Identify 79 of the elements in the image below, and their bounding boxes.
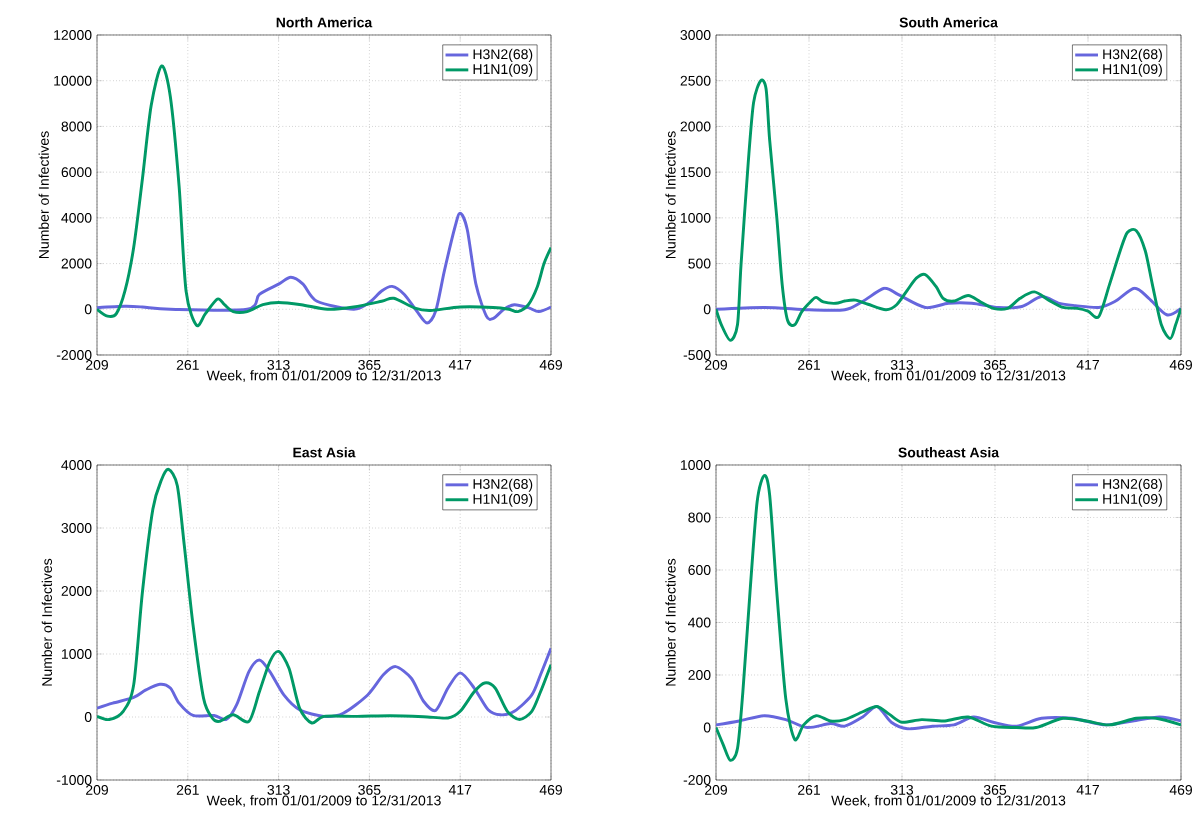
y-tick-label: 200 — [688, 670, 711, 680]
line-series — [716, 79, 1182, 342]
y-tick-label: 2000 — [680, 121, 711, 132]
legend-label: H1N1(09) — [473, 63, 533, 77]
x-tick-label: 209 — [86, 784, 108, 795]
y-axis-title: Number of Infectives — [41, 558, 53, 686]
y-tick-label: 2000 — [61, 258, 92, 269]
x-axis-title: Week, from 01/01/2009 to 12/31/2013 — [206, 370, 441, 383]
x-tick-label: 209 — [705, 784, 728, 795]
x-tick-label: 365 — [358, 359, 381, 370]
line-series — [97, 211, 551, 325]
y-axis-title: Number of Infectives — [665, 131, 676, 259]
x-tick-label: 469 — [1169, 359, 1193, 370]
chart-title: Southeast Asia — [898, 447, 1000, 458]
y-tick-label: 0 — [703, 722, 711, 733]
x-axis-title: Week, from 01/01/2009 to 12/31/2013 — [831, 795, 1066, 808]
x-tick-label: 417 — [1076, 784, 1099, 795]
x-tick-label: 313 — [890, 359, 914, 370]
line-series — [97, 467, 551, 725]
x-tick-label: 469 — [539, 359, 562, 370]
y-tick-label: 4000 — [61, 460, 92, 470]
x-tick-label: 209 — [86, 359, 108, 370]
y-tick-label: 0 — [84, 304, 92, 315]
legend-label: H3N2(68) — [1103, 48, 1162, 62]
x-tick-label: 261 — [798, 359, 820, 370]
x-tick-label: 313 — [890, 784, 914, 795]
y-tick-label: 4000 — [61, 212, 92, 223]
y-tick-label: 800 — [688, 512, 711, 523]
x-tick-label: 417 — [1076, 359, 1099, 370]
legend-label: H1N1(09) — [1103, 493, 1162, 507]
x-tick-label: 469 — [1169, 784, 1193, 795]
x-tick-label: 365 — [983, 359, 1007, 370]
x-tick-label: 313 — [267, 784, 290, 795]
y-tick-label: 3000 — [680, 30, 711, 40]
y-tick-label: 1000 — [681, 212, 711, 223]
chart-title: South America — [899, 17, 998, 28]
x-tick-label: 261 — [176, 784, 199, 795]
line-series — [97, 646, 551, 721]
y-tick-label: 10000 — [54, 75, 92, 86]
x-tick-label: 365 — [983, 784, 1007, 795]
y-tick-label: 0 — [84, 712, 92, 722]
line-series — [716, 474, 1182, 762]
x-tick-label: 417 — [448, 359, 472, 370]
x-axis-title: Week, from 01/01/2009 to 12/31/2013 — [206, 795, 441, 808]
legend-label: H3N2(68) — [1103, 478, 1162, 492]
y-tick-label: -1000 — [56, 775, 92, 785]
y-axis-title: Number of Infectives — [665, 558, 676, 686]
chart-title: North America — [276, 17, 373, 28]
y-tick-label: 2500 — [680, 75, 711, 86]
x-axis-title: Week, from 01/01/2009 to 12/31/2013 — [831, 370, 1066, 383]
line-series — [97, 64, 551, 327]
x-tick-label: 469 — [539, 784, 562, 795]
x-tick-label: 365 — [358, 784, 381, 795]
y-tick-label: 1000 — [61, 649, 92, 659]
y-tick-label: 1500 — [681, 167, 711, 178]
legend-label: H3N2(68) — [473, 478, 533, 492]
chart-title: East Asia — [293, 447, 356, 458]
y-axis-title: Number of Infectives — [38, 131, 49, 259]
x-tick-label: 261 — [798, 784, 820, 795]
y-tick-label: 0 — [703, 304, 711, 315]
y-tick-label: 400 — [688, 617, 711, 628]
y-tick-label: 500 — [688, 258, 711, 269]
x-tick-label: 209 — [705, 359, 728, 370]
y-tick-label: 3000 — [61, 523, 92, 533]
x-tick-label: 313 — [267, 359, 290, 370]
y-tick-label: 12000 — [54, 30, 92, 40]
legend-label: H1N1(09) — [1103, 63, 1162, 77]
y-tick-label: 2000 — [61, 586, 92, 596]
y-tick-label: -200 — [683, 775, 711, 785]
legend-label: H1N1(09) — [473, 493, 533, 507]
x-tick-label: 261 — [176, 359, 199, 370]
y-tick-label: -500 — [683, 350, 711, 360]
y-tick-label: 1000 — [681, 460, 711, 470]
legend-label: H3N2(68) — [473, 48, 533, 62]
y-tick-label: 6000 — [61, 167, 92, 178]
y-tick-label: 8000 — [61, 121, 92, 132]
y-tick-label: -2000 — [56, 350, 92, 360]
y-tick-label: 600 — [688, 565, 711, 575]
x-tick-label: 417 — [448, 784, 472, 795]
